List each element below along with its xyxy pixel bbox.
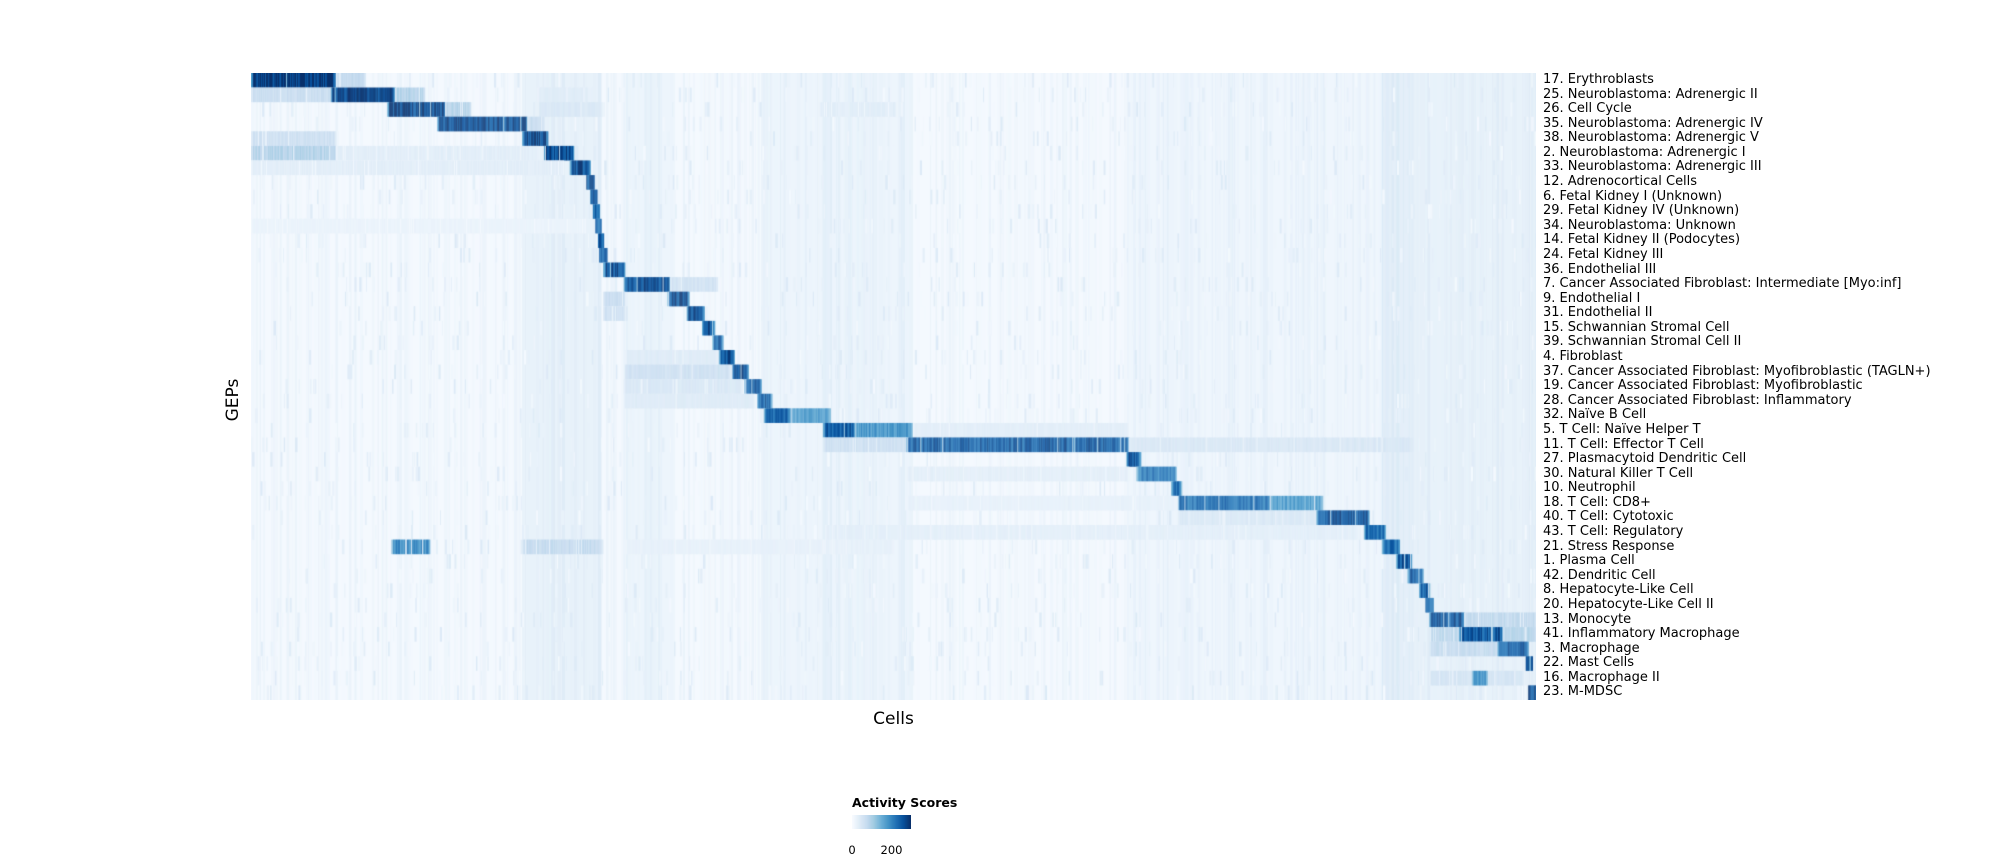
row-label: 29. Fetal Kidney IV (Unknown): [1543, 203, 1740, 219]
row-label: 31. Endothelial II: [1543, 305, 1653, 321]
row-label: 35. Neuroblastoma: Adrenergic IV: [1543, 115, 1763, 131]
row-label: 17. Erythroblasts: [1543, 72, 1654, 87]
legend-tick-min: 0: [848, 843, 856, 857]
row-label: 9. Endothelial I: [1543, 290, 1641, 306]
row-label: 11. T Cell: Effector T Cell: [1543, 436, 1704, 452]
row-label: 43. T Cell: Regulatory: [1543, 524, 1684, 540]
heatmap-canvas: [251, 73, 1536, 700]
row-label: 2. Neuroblastoma: Adrenergic I: [1543, 144, 1746, 160]
row-label: 24. Fetal Kidney III: [1543, 246, 1664, 262]
row-label: 27. Plasmacytoid Dendritic Cell: [1543, 451, 1747, 467]
x-axis-label: Cells: [873, 709, 914, 729]
row-label: 7. Cancer Associated Fibroblast: Interme…: [1543, 276, 1902, 292]
legend: Activity Scores 0 200: [848, 795, 992, 857]
row-label: 28. Cancer Associated Fibroblast: Inflam…: [1543, 392, 1852, 408]
row-label: 23. M-MDSC: [1543, 684, 1623, 700]
row-label: 32. Naïve B Cell: [1543, 407, 1647, 423]
legend-tick-max: 200: [880, 843, 903, 857]
row-label: 22. Mast Cells: [1543, 655, 1635, 671]
row-label: 38. Neuroblastoma: Adrenergic V: [1543, 130, 1759, 146]
row-label: 4. Fibroblast: [1543, 349, 1623, 365]
row-label: 6. Fetal Kidney I (Unknown): [1543, 188, 1723, 204]
row-label: 33. Neuroblastoma: Adrenergic III: [1543, 159, 1762, 175]
row-label: 36. Endothelial III: [1543, 261, 1657, 277]
row-label: 39. Schwannian Stromal Cell II: [1543, 334, 1742, 350]
row-label: 15. Schwannian Stromal Cell: [1543, 319, 1730, 335]
row-label: 14. Fetal Kidney II (Podocytes): [1543, 232, 1741, 248]
row-label: 30. Natural Killer T Cell: [1543, 465, 1694, 481]
row-label: 13. Monocyte: [1543, 611, 1632, 627]
row-label: 1. Plasma Cell: [1543, 553, 1635, 569]
row-label: 21. Stress Response: [1543, 538, 1675, 554]
row-label: 42. Dendritic Cell: [1543, 567, 1656, 583]
row-label: 41. Inflammatory Macrophage: [1543, 626, 1740, 642]
row-label: 40. T Cell: Cytotoxic: [1543, 509, 1674, 525]
row-label: 18. T Cell: CD8+: [1543, 494, 1651, 510]
row-label: 19. Cancer Associated Fibroblast: Myofib…: [1543, 378, 1863, 394]
row-label: 3. Macrophage: [1543, 640, 1640, 656]
row-label: 34. Neuroblastoma: Unknown: [1543, 217, 1736, 233]
legend-gradient-bar: [852, 815, 911, 829]
row-label: 26. Cell Cycle: [1543, 101, 1632, 117]
row-label: 20. Hepatocyte-Like Cell II: [1543, 596, 1714, 612]
legend-title: Activity Scores: [852, 795, 958, 810]
row-label: 16. Macrophage II: [1543, 669, 1660, 685]
row-label: 8. Hepatocyte-Like Cell: [1543, 582, 1694, 598]
row-labels: 17. Erythroblasts 25. Neuroblastoma: Adre…: [1543, 72, 2003, 700]
row-label: 5. T Cell: Naïve Helper T: [1543, 421, 1701, 437]
y-axis-label: GEPs: [223, 378, 243, 422]
row-label: 37. Cancer Associated Fibroblast: Myofib…: [1543, 363, 1931, 379]
row-label: 12. Adrenocortical Cells: [1543, 174, 1698, 190]
row-label: 25. Neuroblastoma: Adrenergic II: [1543, 86, 1758, 102]
row-label: 10. Neutrophil: [1543, 480, 1636, 496]
